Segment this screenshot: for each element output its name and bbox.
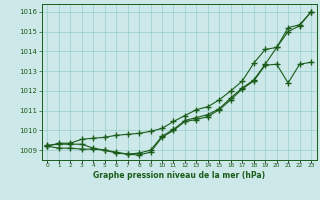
X-axis label: Graphe pression niveau de la mer (hPa): Graphe pression niveau de la mer (hPa) xyxy=(93,171,265,180)
